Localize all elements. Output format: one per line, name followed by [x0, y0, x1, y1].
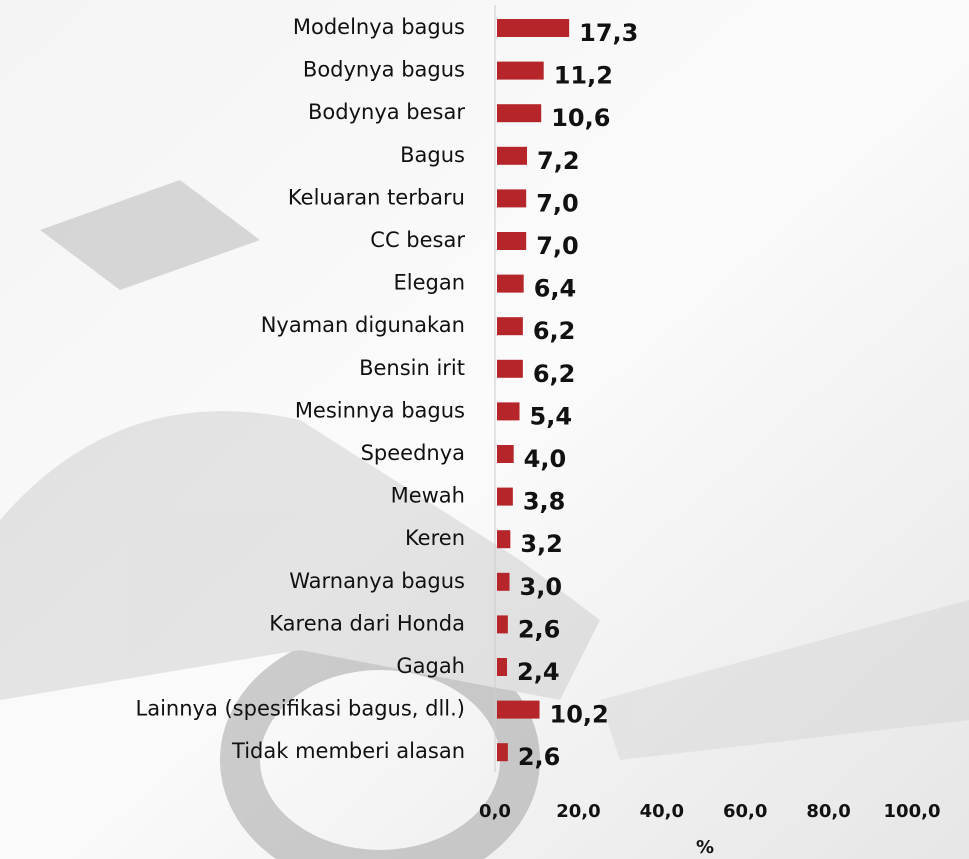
bar: [497, 445, 514, 463]
x-tick-label: 60,0: [723, 801, 767, 822]
bar: [497, 530, 510, 548]
bar: [497, 573, 510, 591]
y-tick-label: Tidak memberi alasan: [231, 739, 465, 763]
y-tick-label: Bodynya besar: [308, 100, 465, 124]
bar: [497, 189, 526, 207]
value-label: 3,8: [523, 488, 566, 516]
x-tick-label: 100,0: [884, 801, 941, 822]
bar: [497, 488, 513, 506]
y-tick-label: CC besar: [370, 228, 465, 252]
value-label: 2,6: [518, 615, 561, 643]
x-axis-label: %: [696, 837, 714, 858]
chart: % 0,0 20,0 40,0 60,0 80,0 100,0 Modelnya bagus…: [0, 0, 969, 859]
y-tick-label: Modelnya bagus: [293, 15, 465, 39]
y-tick-label: Gagah: [396, 654, 465, 678]
bar: [497, 147, 527, 165]
y-tick-label: Warnanya bagus: [289, 569, 465, 593]
y-tick-label: Karena dari Honda: [269, 611, 465, 635]
bar: [497, 104, 541, 122]
bar: [497, 317, 523, 335]
bar: [497, 701, 540, 719]
y-tick-label: Mewah: [391, 484, 465, 508]
y-tick-label: Speednya: [361, 441, 465, 465]
value-label: 10,2: [550, 701, 609, 729]
y-tick-label: Keluaran terbaru: [288, 185, 465, 209]
value-label: 17,3: [579, 19, 638, 47]
x-tick-label: 80,0: [806, 801, 850, 822]
bar: [497, 743, 508, 761]
value-label: 7,2: [537, 147, 580, 175]
y-tick-label: Nyaman digunakan: [261, 313, 465, 337]
y-tick-label: Bagus: [400, 143, 465, 167]
bar: [497, 360, 523, 378]
value-label: 7,0: [536, 232, 579, 260]
y-tick-label: Bensin irit: [359, 356, 465, 380]
y-tick-label: Mesinnya bagus: [295, 398, 465, 422]
value-label: 4,0: [524, 445, 567, 473]
value-label: 3,0: [520, 573, 563, 601]
value-label: 3,2: [520, 530, 563, 558]
bar: [497, 19, 569, 37]
bar: [497, 658, 507, 676]
bar: [497, 615, 508, 633]
x-tick-label: 20,0: [556, 801, 600, 822]
value-label: 7,0: [536, 189, 579, 217]
value-label: 5,4: [530, 402, 573, 430]
bar: [497, 402, 520, 420]
y-tick-label: Keren: [405, 526, 465, 550]
y-tick-label: Lainnya (spesifikasi bagus, dll.): [136, 697, 466, 721]
value-label: 6,4: [534, 275, 577, 303]
value-label: 6,2: [533, 317, 576, 345]
bar: [497, 232, 526, 250]
y-tick-label: Elegan: [393, 271, 465, 295]
value-label: 2,4: [517, 658, 560, 686]
x-tick-label: 40,0: [640, 801, 684, 822]
x-tick-label: 0,0: [479, 801, 511, 822]
y-tick-label: Bodynya bagus: [303, 58, 465, 82]
value-label: 2,6: [518, 743, 561, 771]
bar: [497, 62, 544, 80]
value-label: 6,2: [533, 360, 576, 388]
value-label: 11,2: [554, 62, 613, 90]
bar: [497, 275, 524, 293]
value-label: 10,6: [551, 104, 610, 132]
